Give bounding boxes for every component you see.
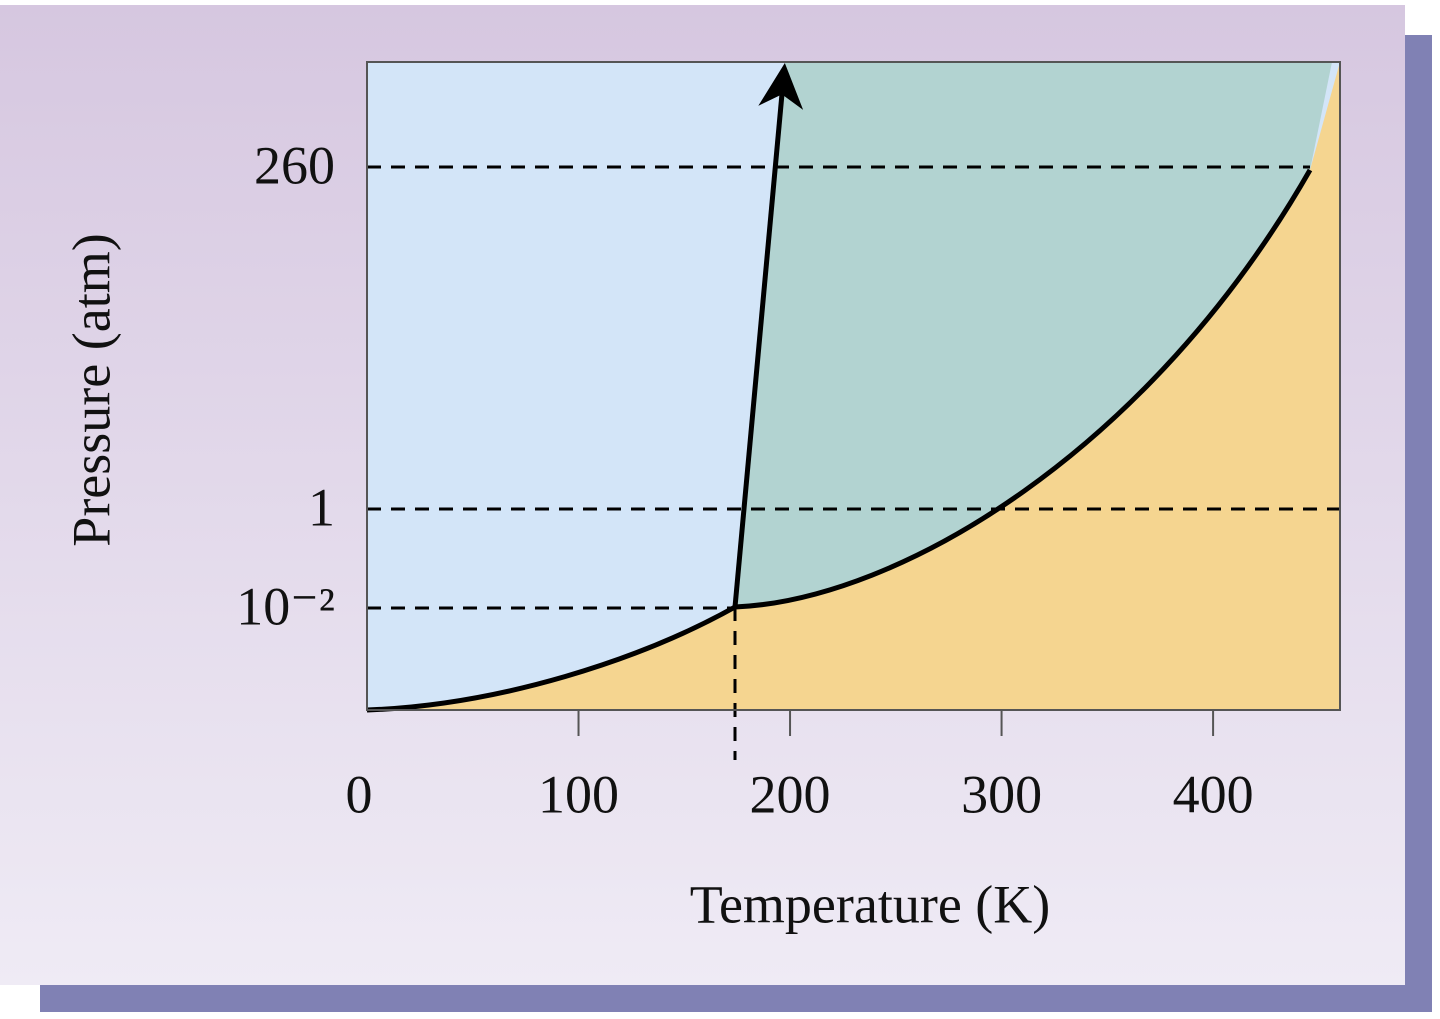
x-tick-label: 0 <box>346 764 373 824</box>
guides <box>367 165 1340 760</box>
x-tick-label: 100 <box>538 764 619 824</box>
y-tick-label: 10⁻² <box>236 576 335 636</box>
fusion-curve <box>732 63 804 608</box>
phase-boundaries <box>366 63 1313 713</box>
liquid-region <box>735 62 1332 607</box>
x-axis-title: Temperature (K) <box>690 874 1051 934</box>
y-tick-label: 1 <box>308 477 335 537</box>
sublimation-curve <box>366 604 737 713</box>
plot-frame <box>366 61 1341 711</box>
x-tick-label: 200 <box>750 764 831 824</box>
y-tick-label: 260 <box>254 135 335 195</box>
vaporization-curve <box>734 168 1313 610</box>
y-axis-title: Pressure (atm) <box>61 233 121 546</box>
gas-region <box>367 62 1340 710</box>
plot-area <box>367 62 1340 710</box>
x-tick-label: 300 <box>961 764 1042 824</box>
x-tick-label: 400 <box>1173 764 1254 824</box>
